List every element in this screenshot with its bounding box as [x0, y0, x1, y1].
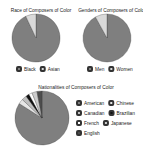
svg-text:Chinese: Chinese	[116, 101, 134, 106]
svg-text:Women: Women	[116, 67, 133, 72]
svg-text:Brazilian: Brazilian	[117, 111, 136, 116]
svg-text:English: English	[84, 131, 100, 136]
svg-text:American: American	[84, 101, 105, 106]
svg-text:Nationalities of Composers of: Nationalities of Composers of Color	[38, 85, 114, 90]
svg-text:Genders of Composers of Color: Genders of Composers of Color	[78, 8, 143, 13]
svg-text:French: French	[84, 121, 99, 126]
svg-text:Canadian: Canadian	[84, 111, 105, 116]
svg-text:Japanese: Japanese	[111, 121, 132, 126]
svg-text:Black: Black	[24, 67, 36, 72]
svg-text:Men: Men	[95, 67, 105, 72]
svg-text:Race of Composers of Color: Race of Composers of Color	[11, 8, 72, 13]
svg-text:Asian: Asian	[48, 67, 60, 72]
